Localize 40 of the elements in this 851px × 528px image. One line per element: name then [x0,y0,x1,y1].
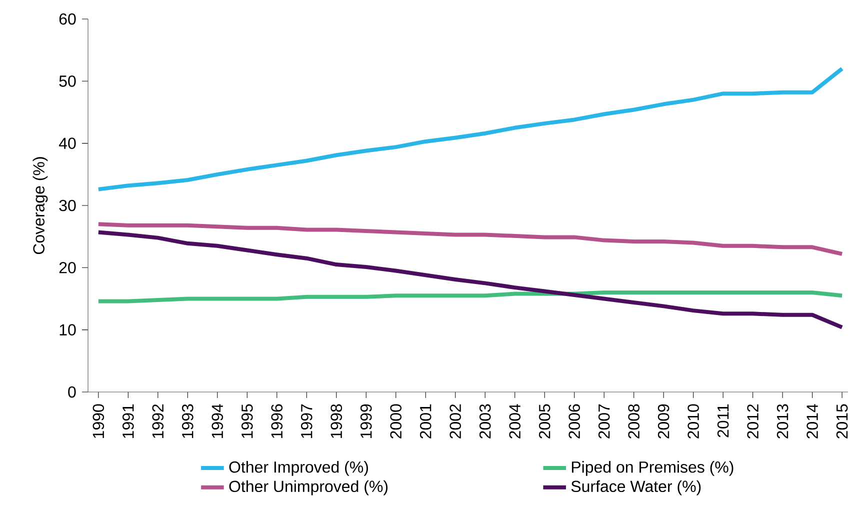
x-tick-label: 1991 [122,404,134,438]
x-tick-label: 1994 [212,404,224,438]
x-tick-label: 2004 [509,404,521,438]
y-axis-title: Coverage (%) [32,157,48,254]
x-tick-label: 2010 [688,404,699,438]
x-tick-label: 2000 [390,404,402,438]
x-tick-label: 2001 [420,404,432,438]
x-tick-label: 1998 [330,404,342,438]
x-tick-label: 1995 [241,404,253,438]
x-tick-label: 1999 [360,404,372,438]
x-tick-label: 1990 [92,404,104,438]
x-tick-label: 2002 [450,404,462,438]
x-tick-label: 2007 [598,404,610,438]
x-tick-label: 2013 [776,404,788,438]
y-tick-label: 50 [59,76,76,87]
x-tick-label: 1993 [182,404,194,438]
x-tick-label: 1992 [152,404,164,438]
x-tick-label: 1997 [300,404,312,438]
x-tick-label: 1996 [271,404,283,438]
legend-label: Other Unimproved (%) [229,480,388,496]
y-tick-label: 0 [68,386,76,398]
legend-label: Piped on Premises (%) [572,461,734,476]
line-series [96,230,844,330]
line-series [96,66,844,192]
y-tick-label: 10 [60,324,76,336]
x-tick-label: 2014 [806,404,818,438]
x-tick-label: 2009 [658,404,670,438]
legend-label: Other Improved (%) [229,461,368,476]
x-tick-label: 2005 [538,404,550,438]
y-tick-label: 40 [58,138,76,149]
y-tick-label: 20 [59,262,76,274]
x-tick-label: 2008 [628,404,640,438]
x-tick-label: 2012 [747,404,758,438]
x-tick-label: 2003 [479,404,491,438]
x-tick-label: 2011 [717,404,729,438]
y-tick-label: 30 [59,200,76,212]
x-tick-label: 2015 [836,404,848,438]
x-tick-label: 2006 [568,404,580,438]
y-tick-label: 60 [59,13,76,25]
legend-label: Surface Water (%) [571,480,701,496]
